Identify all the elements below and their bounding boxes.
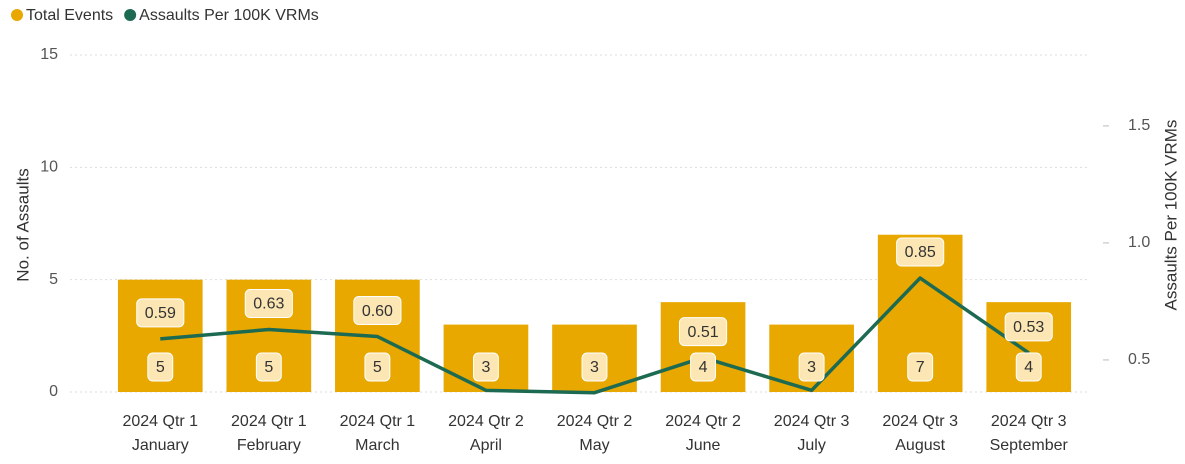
x-tick-label: 2024 Qtr 1: [340, 413, 416, 430]
x-tick-label: February: [237, 437, 301, 454]
line-value-label-bg: [353, 296, 402, 326]
bar-value-label: 5: [264, 359, 273, 376]
line-value-label: 0.63: [253, 296, 284, 313]
line-value-label-bg: [1004, 312, 1053, 342]
legend-label: Assaults Per 100K VRMs: [139, 7, 319, 24]
x-tick-label: 2024 Qtr 3: [774, 413, 850, 430]
x-tick-label: May: [579, 437, 609, 454]
y-tick-label: 15: [40, 46, 58, 63]
legend-marker: [124, 9, 137, 21]
y2-tick-label: 0.5: [1128, 351, 1150, 368]
bar-value-label-bg: [907, 352, 934, 382]
line-value-label-bg: [678, 317, 728, 347]
y-axis-title: No. of Assaults: [13, 168, 32, 281]
bar-value-label-bg: [798, 352, 825, 382]
y-tick-label: 0: [49, 383, 58, 400]
bar-value-label: 3: [590, 359, 599, 376]
y2-axis-title: Assaults Per 100K VRMs: [1161, 120, 1180, 311]
x-tick-label: March: [355, 437, 399, 454]
x-tick-label: January: [132, 437, 189, 454]
line-value-label: 0.60: [362, 303, 393, 320]
y-tick-label: 10: [40, 159, 58, 176]
legend-label: Total Events: [26, 7, 113, 24]
line-value-label-bg: [244, 289, 293, 319]
x-tick-label: 2024 Qtr 1: [122, 413, 198, 430]
x-tick-label: July: [797, 437, 825, 454]
y2-tick-label: 1.0: [1128, 234, 1150, 251]
bar-value-label: 3: [807, 359, 816, 376]
y-tick-label: 5: [49, 271, 58, 288]
bar-value-label-bg: [255, 352, 282, 382]
bar-value-label: 3: [481, 359, 490, 376]
x-tick-label: 2024 Qtr 1: [231, 413, 307, 430]
bar-value-label: 7: [916, 359, 925, 376]
line-value-label: 0.53: [1013, 319, 1044, 336]
bar-value-label-bg: [581, 352, 608, 382]
line: [160, 276, 1030, 395]
x-tick-label: 2024 Qtr 3: [991, 413, 1067, 430]
bar-value-label-bg: [364, 352, 391, 382]
legend-marker: [11, 9, 23, 21]
line-value-label-bg: [136, 298, 185, 328]
bar-value-label: 5: [156, 359, 165, 376]
line-value-label: 0.51: [687, 324, 718, 341]
y2-tick-label: 1.5: [1128, 117, 1150, 134]
bar-value-label-bg: [147, 352, 174, 382]
x-tick-label: 2024 Qtr 2: [665, 413, 741, 430]
bar-value-label-bg: [1015, 352, 1042, 382]
x-tick-label: August: [895, 437, 945, 454]
bar-value-label: 5: [373, 359, 382, 376]
x-tick-label: April: [470, 437, 502, 454]
bar-value-label-bg: [472, 352, 499, 382]
x-tick-label: June: [686, 437, 721, 454]
line-value-label-bg: [896, 237, 945, 267]
x-tick-label: 2024 Qtr 2: [448, 413, 524, 430]
bar-value-label-bg: [690, 352, 717, 382]
line-value-label: 0.85: [905, 244, 936, 261]
bar-value-label: 4: [699, 359, 708, 376]
line-value-label: 0.59: [145, 305, 176, 322]
x-tick-label: 2024 Qtr 2: [557, 413, 633, 430]
bar-value-label: 4: [1024, 359, 1033, 376]
x-tick-label: 2024 Qtr 3: [882, 413, 958, 430]
x-tick-label: September: [990, 437, 1069, 454]
